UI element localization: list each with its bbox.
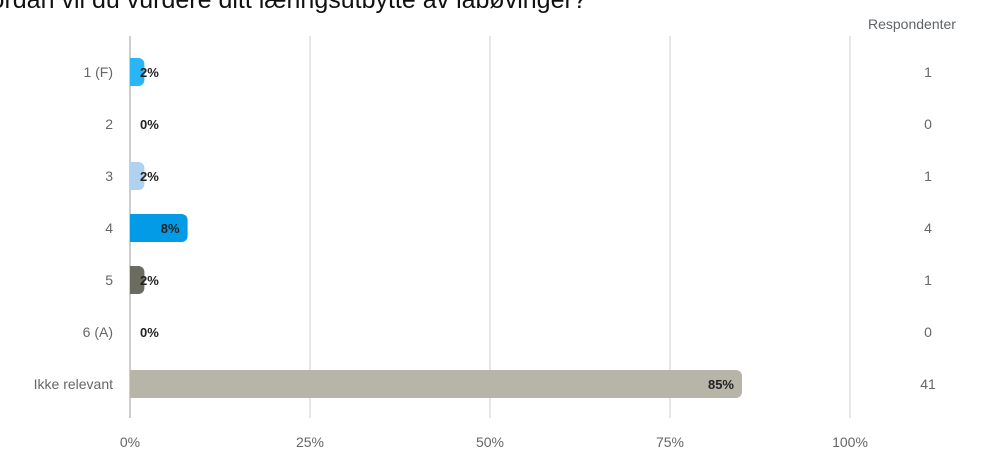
bar-edge: [130, 214, 136, 242]
bar-edge: [130, 58, 136, 86]
y-tick-label: 1 (F): [83, 64, 113, 80]
x-tick-label: 0%: [120, 434, 140, 450]
y-tick-label: 5: [105, 272, 113, 288]
y-tick-label: Ikke relevant: [34, 376, 113, 392]
x-tick-label: 50%: [476, 434, 504, 450]
respondents-count: 0: [924, 116, 932, 132]
respondents-count: 1: [924, 272, 932, 288]
x-tick-label: 100%: [832, 434, 868, 450]
bar-edge: [130, 266, 136, 294]
respondents-count: 41: [920, 376, 936, 392]
y-tick-label: 3: [105, 168, 113, 184]
data-label: 2%: [140, 65, 159, 80]
data-label: 0%: [140, 117, 159, 132]
x-tick-label: 75%: [656, 434, 684, 450]
bar-edge: [130, 162, 136, 190]
respondents-header: Respondenter: [868, 16, 956, 32]
bar: [130, 214, 188, 242]
bar-edge: [130, 370, 136, 398]
respondents-count: 4: [924, 220, 932, 236]
y-tick-label: 4: [105, 220, 113, 236]
data-label: 0%: [140, 325, 159, 340]
respondents-count: 0: [924, 324, 932, 340]
respondents-count: 1: [924, 64, 932, 80]
y-tick-label: 2: [105, 116, 113, 132]
data-label: 2%: [140, 273, 159, 288]
x-tick-label: 25%: [296, 434, 324, 450]
chart-title: Hvordan vil du vurdere ditt læringsutbyt…: [0, 0, 587, 14]
data-label: 8%: [161, 221, 180, 236]
data-label: 2%: [140, 169, 159, 184]
bar: [130, 370, 742, 398]
data-label: 85%: [708, 377, 734, 392]
respondents-count: 1: [924, 168, 932, 184]
y-tick-label: 6 (A): [83, 324, 113, 340]
